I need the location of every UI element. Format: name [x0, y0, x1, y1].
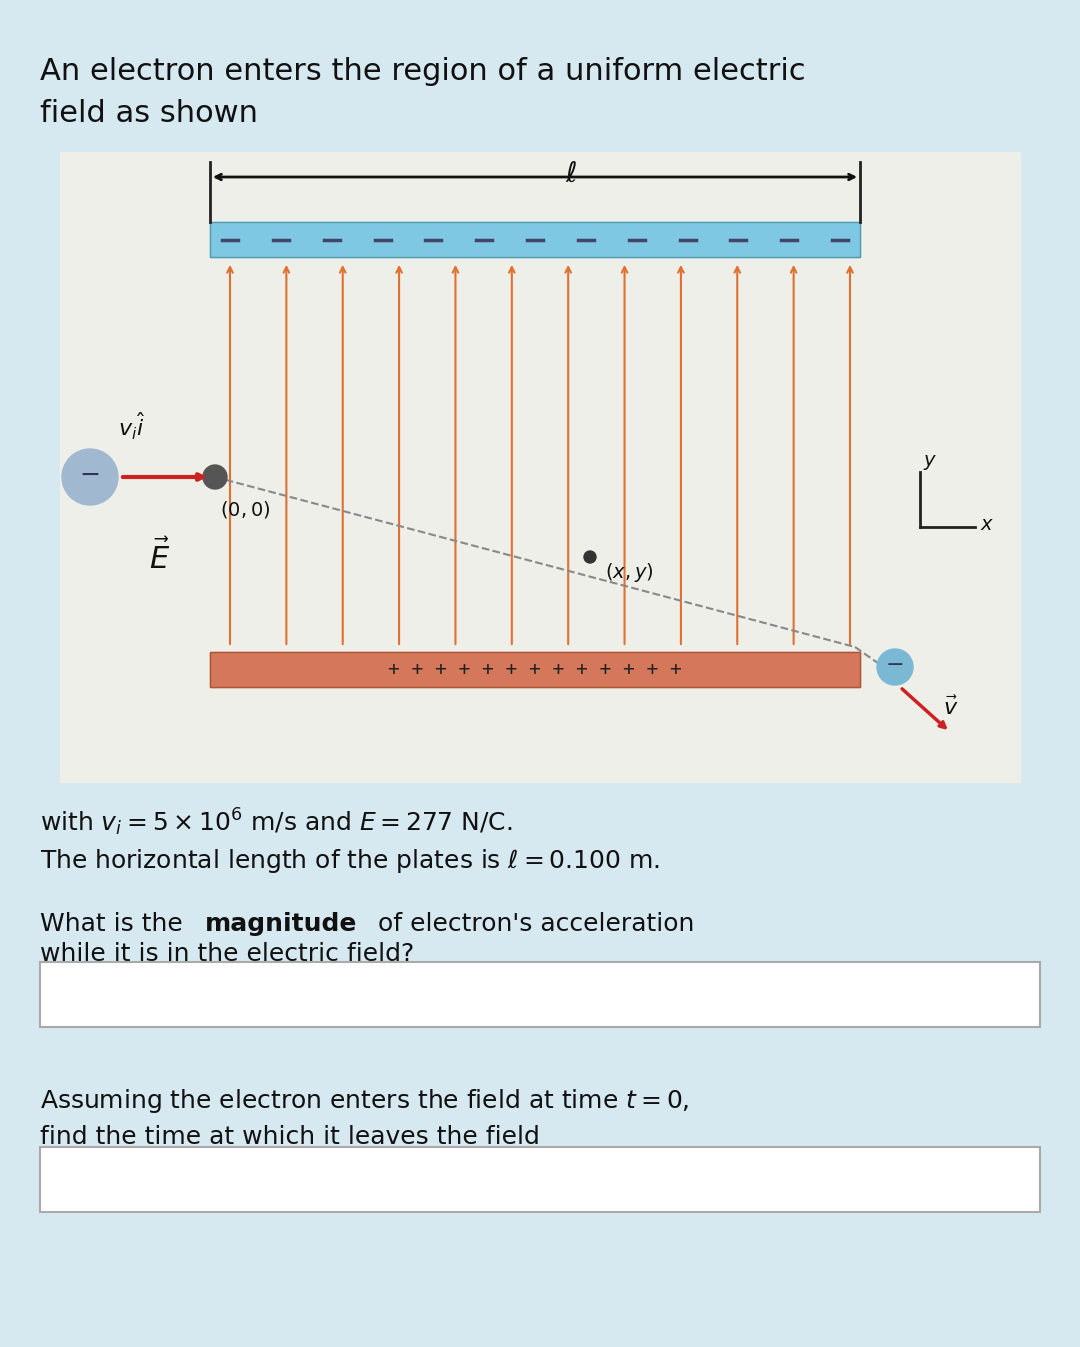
Bar — [210, 652, 860, 687]
Text: An electron enters the region of a uniform electric: An electron enters the region of a unifo… — [40, 57, 806, 86]
Circle shape — [584, 551, 596, 563]
Text: with $v_i = 5 \times 10^6$ m/s and $E = 277$ N/C.: with $v_i = 5 \times 10^6$ m/s and $E = … — [40, 807, 513, 838]
Text: $\vec{v}$: $\vec{v}$ — [943, 695, 958, 718]
Text: The horizontal length of the plates is $\ell = 0.100$ m.: The horizontal length of the plates is $… — [40, 847, 660, 876]
Text: magnitude: magnitude — [205, 912, 357, 936]
Text: field as shown: field as shown — [40, 98, 258, 128]
Text: $v_i\hat{i}$: $v_i\hat{i}$ — [118, 411, 146, 442]
Text: + + + + + + + + + + + + +: + + + + + + + + + + + + + — [388, 660, 681, 679]
Text: −: − — [886, 655, 904, 675]
Bar — [210, 652, 860, 687]
Text: −: − — [80, 463, 100, 488]
Text: find the time at which it leaves the field: find the time at which it leaves the fie… — [40, 1125, 540, 1149]
Bar — [60, 152, 1020, 783]
Text: while it is in the electric field?: while it is in the electric field? — [40, 942, 415, 966]
Bar — [210, 222, 860, 257]
Text: $(x, y)$: $(x, y)$ — [605, 560, 653, 583]
Circle shape — [62, 449, 118, 505]
Text: Assuming the electron enters the field at time $t = 0$,: Assuming the electron enters the field a… — [40, 1087, 689, 1115]
Text: $x$: $x$ — [980, 515, 995, 533]
Circle shape — [877, 649, 913, 686]
Text: of electron's acceleration: of electron's acceleration — [370, 912, 694, 936]
Bar — [40, 1148, 1040, 1212]
Text: $y$: $y$ — [923, 453, 937, 471]
Text: $\vec{E}$: $\vec{E}$ — [149, 539, 171, 575]
Text: What is the: What is the — [40, 912, 191, 936]
Bar — [210, 222, 860, 257]
Text: $\ell$: $\ell$ — [565, 160, 577, 189]
Bar — [40, 962, 1040, 1026]
Text: $(0, 0)$: $(0, 0)$ — [220, 498, 270, 520]
Circle shape — [203, 465, 227, 489]
